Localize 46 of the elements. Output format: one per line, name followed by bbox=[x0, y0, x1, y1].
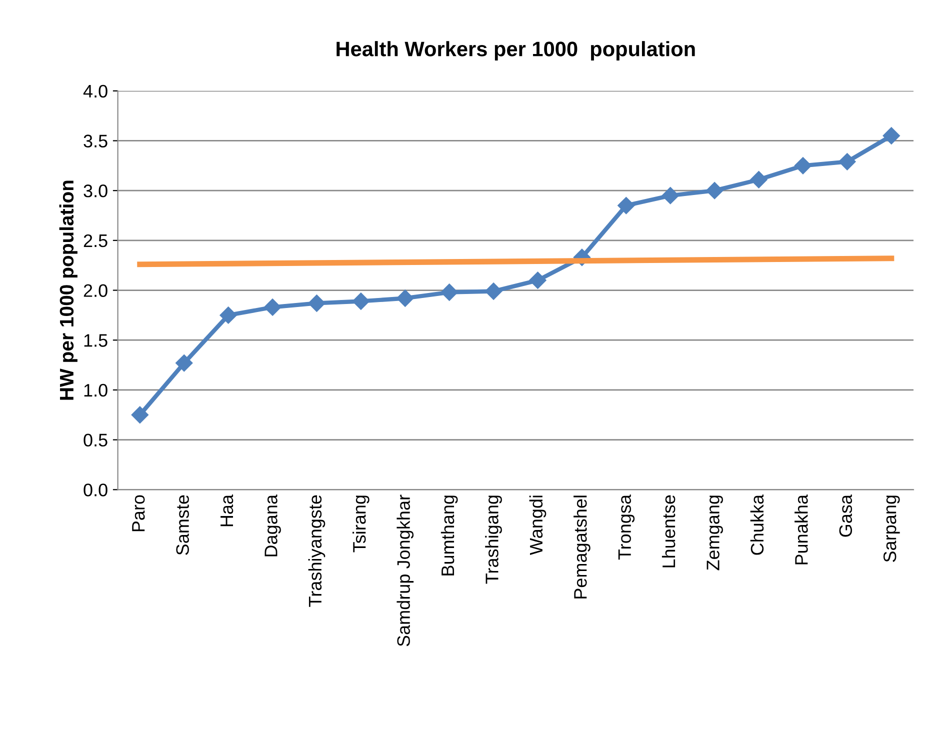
y-tick-label: 0.0 bbox=[84, 484, 108, 496]
y-tick-label: 1.5 bbox=[84, 334, 108, 347]
point bbox=[264, 298, 282, 316]
x-tick-label: Lhuentse bbox=[662, 495, 676, 568]
point bbox=[220, 306, 237, 324]
x-tick-label: Trashigang bbox=[485, 496, 502, 584]
y-tick-label: 2.0 bbox=[84, 284, 108, 297]
x-tick-label: Haa bbox=[220, 494, 234, 526]
point bbox=[750, 171, 768, 188]
point bbox=[838, 153, 856, 170]
point bbox=[882, 127, 900, 144]
x-tick-label: Trashiyangste bbox=[308, 495, 326, 607]
x-tick-label: Pemagatshel bbox=[574, 496, 590, 598]
x-tick-label: Punakha bbox=[794, 494, 808, 564]
point bbox=[618, 196, 635, 214]
x-tick-label: Bumthang bbox=[440, 496, 458, 576]
point bbox=[308, 294, 326, 312]
y-tick-label: 2.5 bbox=[84, 234, 108, 248]
x-tick-label: Trongsa bbox=[618, 494, 635, 560]
x-tick-label: Sarpang bbox=[883, 496, 900, 562]
point bbox=[176, 354, 193, 372]
x-tick-label: Paro bbox=[132, 495, 145, 532]
point bbox=[131, 406, 148, 424]
point bbox=[706, 182, 724, 200]
y-tick-label: 4.0 bbox=[83, 84, 108, 98]
x-tick-label: Chukka bbox=[750, 494, 764, 555]
y-axis-title: HW per 1000 population bbox=[59, 180, 78, 400]
y-tick-label: 3.5 bbox=[84, 134, 108, 148]
x-tick-label: Dagana bbox=[264, 494, 281, 556]
chart-title: Health Workers per 1000 population bbox=[336, 41, 695, 60]
x-tick-label: Gasa bbox=[839, 494, 852, 537]
point bbox=[662, 187, 679, 204]
point bbox=[352, 292, 370, 310]
point bbox=[440, 284, 458, 301]
y-tick-label: 1.0 bbox=[84, 384, 108, 397]
point bbox=[485, 282, 502, 300]
x-tick-label: Samdrup Jongkhar bbox=[396, 494, 414, 646]
x-tick-label: Samste bbox=[176, 495, 189, 555]
point bbox=[529, 272, 546, 289]
x-tick-label: Zemgang bbox=[706, 496, 723, 570]
point bbox=[396, 290, 414, 307]
y-tick-label: 3.0 bbox=[84, 184, 108, 198]
point bbox=[794, 157, 812, 174]
y-tick-label: 0.5 bbox=[84, 434, 108, 447]
x-tick-label: Wangdi bbox=[529, 496, 546, 555]
x-tick-label: Tsirang bbox=[352, 496, 370, 552]
